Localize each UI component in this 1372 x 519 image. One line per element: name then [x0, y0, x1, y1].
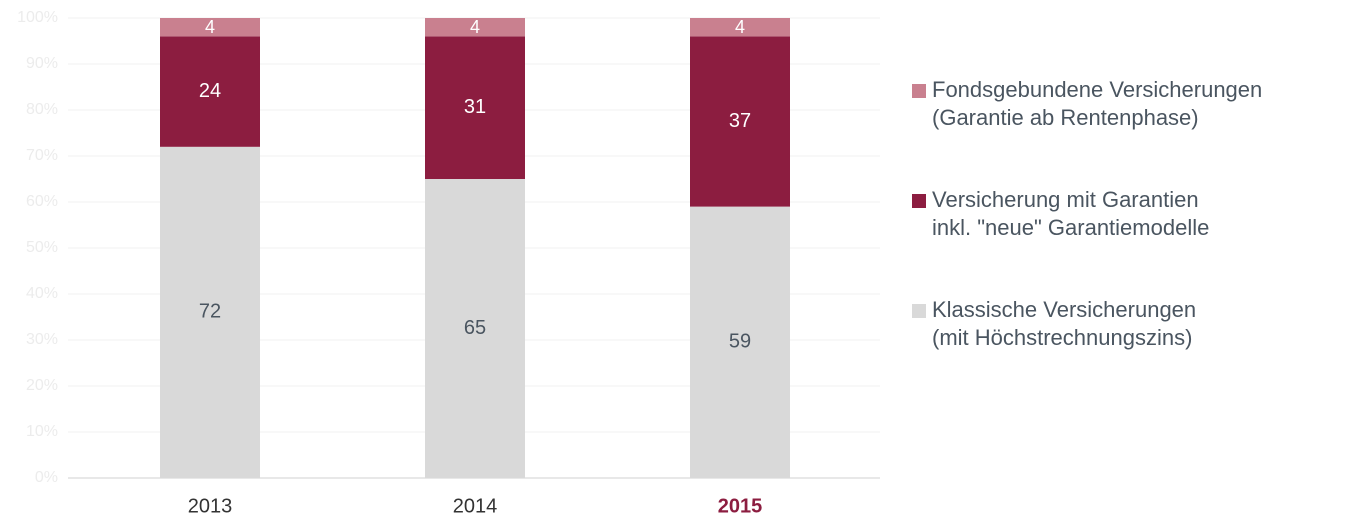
- y-tick-label: 50%: [26, 239, 58, 256]
- x-tick-label: 2015: [718, 495, 763, 517]
- x-tick-label: 2014: [453, 495, 498, 517]
- y-tick-label: 30%: [26, 331, 58, 348]
- data-label: 4: [205, 17, 215, 37]
- legend-entry: Klassische Versicherungen (mit Höchstrec…: [912, 296, 1362, 352]
- y-tick-label: 40%: [26, 285, 58, 302]
- bar-segment: [425, 18, 525, 37]
- bar-segment: [690, 36, 790, 207]
- data-label: 31: [464, 96, 486, 118]
- y-tick-label: 70%: [26, 147, 58, 164]
- legend-swatch: [912, 84, 926, 98]
- bar-segment: [425, 179, 525, 478]
- data-label: 65: [464, 317, 486, 339]
- data-label: 72: [199, 301, 221, 323]
- y-tick-label: 0%: [35, 469, 58, 486]
- bar-segment: [425, 36, 525, 180]
- data-label: 4: [735, 17, 745, 37]
- y-tick-label: 10%: [26, 423, 58, 440]
- bar-segment: [160, 18, 260, 37]
- bar-segment: [690, 206, 790, 478]
- y-tick-label: 90%: [26, 55, 58, 72]
- y-tick-label: 60%: [26, 193, 58, 210]
- legend-label: Fondsgebundene Versicherungen (Garantie …: [932, 77, 1263, 130]
- y-tick-label: 100%: [17, 9, 58, 26]
- y-tick-label: 20%: [26, 377, 58, 394]
- data-label: 37: [729, 110, 751, 132]
- x-tick-label: 2013: [188, 495, 233, 517]
- legend-label: Klassische Versicherungen (mit Höchstrec…: [932, 297, 1197, 350]
- data-label: 59: [729, 331, 751, 353]
- bar-segment: [690, 18, 790, 37]
- bar-segment: [160, 146, 260, 479]
- data-label: 24: [199, 80, 221, 102]
- legend-swatch: [912, 194, 926, 208]
- data-label: 4: [470, 17, 480, 37]
- legend: Fondsgebundene Versicherungen (Garantie …: [912, 76, 1362, 406]
- y-tick-label: 80%: [26, 101, 58, 118]
- legend-entry: Versicherung mit Garantien inkl. "neue" …: [912, 186, 1362, 242]
- legend-label: Versicherung mit Garantien inkl. "neue" …: [932, 187, 1210, 240]
- legend-entry: Fondsgebundene Versicherungen (Garantie …: [912, 76, 1362, 132]
- legend-swatch: [912, 304, 926, 318]
- bar-segment: [160, 36, 260, 147]
